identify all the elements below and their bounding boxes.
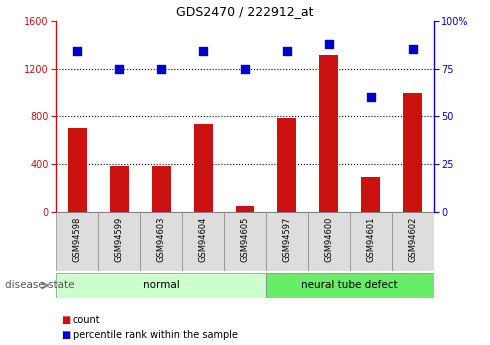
Bar bbox=[194, 124, 213, 212]
Text: count: count bbox=[73, 315, 100, 325]
Point bbox=[409, 47, 416, 52]
Text: neural tube defect: neural tube defect bbox=[301, 280, 398, 290]
Bar bbox=[140, 212, 182, 271]
Point bbox=[157, 66, 165, 71]
Point bbox=[115, 66, 123, 71]
Bar bbox=[361, 177, 380, 212]
Text: ■: ■ bbox=[61, 315, 71, 325]
Bar bbox=[98, 212, 140, 271]
Bar bbox=[224, 212, 266, 271]
Point bbox=[199, 49, 207, 54]
Bar bbox=[68, 128, 87, 212]
Point bbox=[241, 66, 249, 71]
Text: GSM94600: GSM94600 bbox=[324, 217, 333, 262]
Text: ■: ■ bbox=[61, 330, 71, 339]
Point bbox=[325, 41, 333, 47]
Bar bbox=[266, 212, 308, 271]
Bar bbox=[236, 206, 254, 212]
Text: GSM94603: GSM94603 bbox=[157, 217, 166, 262]
Text: percentile rank within the sample: percentile rank within the sample bbox=[73, 330, 238, 339]
Bar bbox=[403, 92, 422, 212]
Bar bbox=[277, 118, 296, 212]
Bar bbox=[266, 273, 434, 298]
Bar bbox=[110, 166, 129, 212]
Point bbox=[283, 49, 291, 54]
Bar bbox=[350, 212, 392, 271]
Bar bbox=[319, 56, 338, 212]
Text: normal: normal bbox=[143, 280, 179, 290]
Bar bbox=[56, 273, 266, 298]
Point bbox=[74, 49, 81, 54]
Text: GSM94602: GSM94602 bbox=[408, 217, 417, 262]
Bar bbox=[308, 212, 350, 271]
Bar bbox=[392, 212, 434, 271]
Text: GSM94597: GSM94597 bbox=[282, 217, 292, 262]
Bar bbox=[56, 212, 98, 271]
Bar bbox=[152, 166, 171, 212]
Text: GSM94605: GSM94605 bbox=[241, 217, 249, 262]
Text: GSM94599: GSM94599 bbox=[115, 217, 124, 262]
Point bbox=[367, 95, 375, 100]
Title: GDS2470 / 222912_at: GDS2470 / 222912_at bbox=[176, 5, 314, 18]
Text: GSM94604: GSM94604 bbox=[198, 217, 208, 262]
Bar bbox=[182, 212, 224, 271]
Text: disease state: disease state bbox=[5, 280, 74, 290]
Text: GSM94598: GSM94598 bbox=[73, 217, 82, 262]
Text: GSM94601: GSM94601 bbox=[366, 217, 375, 262]
